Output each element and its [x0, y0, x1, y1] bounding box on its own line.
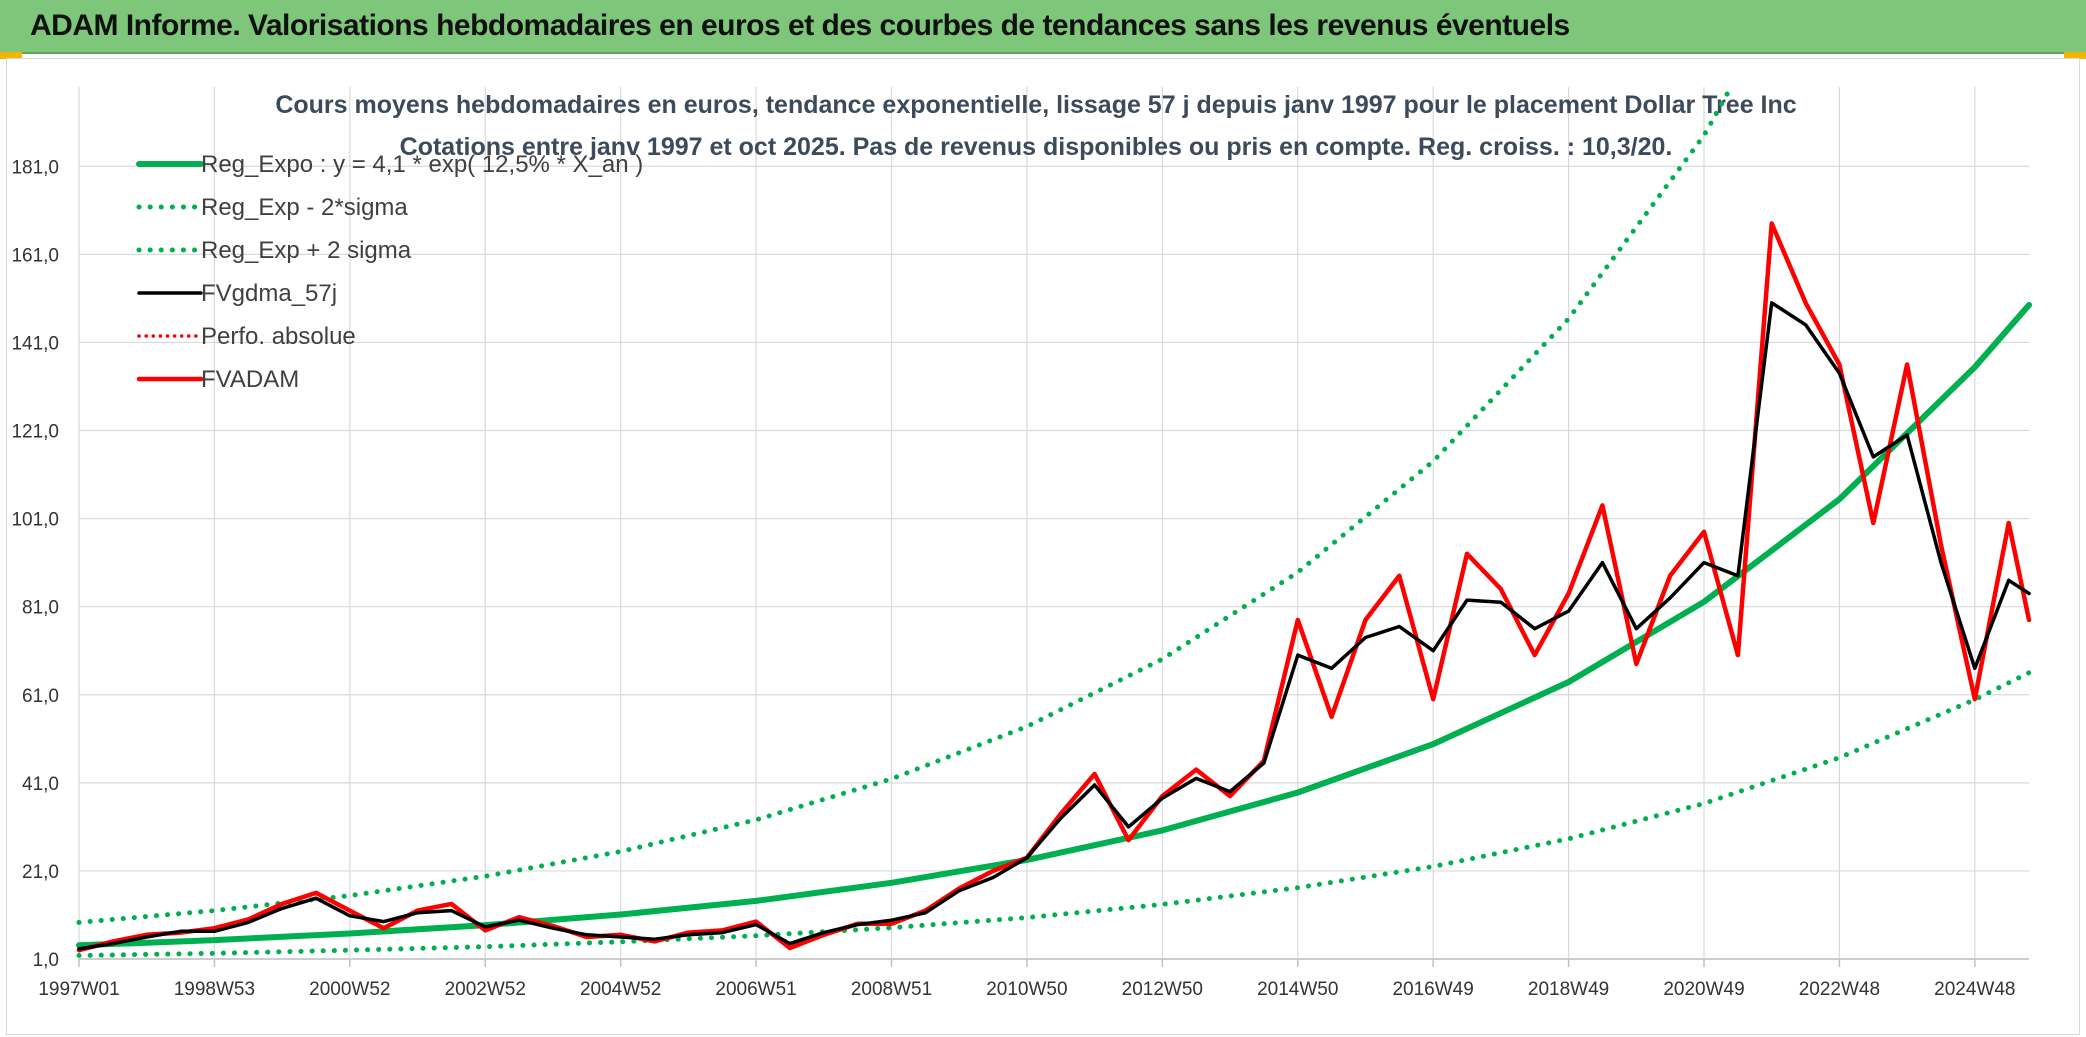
y-tick-label: 101,0: [11, 510, 59, 531]
header-banner: ADAM Informe. Valorisations hebdomadaire…: [0, 0, 2086, 54]
x-tick-label: 2012W50: [1122, 979, 1203, 1000]
series-smooth-line: [77, 301, 2031, 951]
y-tick-label: 161,0: [11, 245, 59, 266]
chart: Cours moyens hebdomadaires en euros, ten…: [11, 84, 2032, 1000]
x-tick-label: 2002W52: [445, 979, 526, 1000]
y-tick-label: 141,0: [11, 333, 59, 354]
x-tick-label: 2014W50: [1257, 979, 1338, 1000]
y-axis: 1,0 21,0 41,0 61,0 81,0 101,0 121,0 141,0 161,0 1…: [11, 157, 59, 971]
legend-label-smooth: FVgdma_57j: [201, 280, 337, 307]
series-group: [76, 84, 2032, 958]
y-tick-label: 121,0: [11, 422, 59, 443]
legend-label-price: FVADAM: [201, 366, 299, 393]
x-tick-label: 2004W52: [580, 979, 661, 1000]
series-lower-line: [76, 670, 2032, 958]
x-tick-label: 1997W01: [38, 979, 119, 1000]
x-tick-label: 2024W48: [1934, 979, 2015, 1000]
corner-accent-left: [0, 52, 22, 59]
x-tick-label: 1998W53: [174, 979, 255, 1000]
legend-label-perf: Perfo. absolue: [201, 323, 356, 350]
x-tick-label: 2000W52: [309, 979, 390, 1000]
corner-accent-right: [2064, 52, 2086, 59]
x-axis: 1997W01 1998W53 2000W52 2002W52 2004W52 2006W…: [38, 979, 2015, 1000]
legend-label-lower: Reg_Exp - 2*sigma: [201, 194, 408, 221]
chart-subtitle: Cotations entre janv 1997 et oct 2025. P…: [400, 133, 1673, 161]
page-title: ADAM Informe. Valorisations hebdomadaire…: [30, 9, 1570, 42]
series-price-line: [76, 221, 2032, 953]
x-tick-label: 2022W48: [1799, 979, 1880, 1000]
chart-title: Cours moyens hebdomadaires en euros, ten…: [275, 91, 1796, 119]
x-tick-label: 2008W51: [851, 979, 932, 1000]
x-tick-label: 2010W50: [986, 979, 1067, 1000]
x-tick-label: 2018W49: [1528, 979, 1609, 1000]
y-tick-label: 81,0: [22, 598, 59, 619]
legend: Reg_Expo : y = 4,1 * exp( 12,5% * X_an )…: [136, 151, 643, 393]
series-upper-line: [76, 84, 1734, 925]
y-tick-label: 21,0: [22, 862, 59, 883]
legend-label-upper: Reg_Exp + 2 sigma: [201, 237, 412, 264]
y-tick-label: 61,0: [22, 686, 59, 707]
legend-label-trend: Reg_Expo : y = 4,1 * exp( 12,5% * X_an ): [201, 151, 643, 178]
chart-grid: [78, 87, 2029, 967]
y-tick-label: 1,0: [33, 950, 59, 971]
x-tick-label: 2016W49: [1392, 979, 1473, 1000]
x-tick-label: 2006W51: [715, 979, 796, 1000]
series-trend-line: [76, 302, 2032, 949]
x-tick-label: 2020W49: [1663, 979, 1744, 1000]
y-tick-label: 181,0: [11, 157, 59, 178]
chart-frame: Cours moyens hebdomadaires en euros, ten…: [6, 58, 2080, 1035]
y-tick-label: 41,0: [22, 774, 59, 795]
